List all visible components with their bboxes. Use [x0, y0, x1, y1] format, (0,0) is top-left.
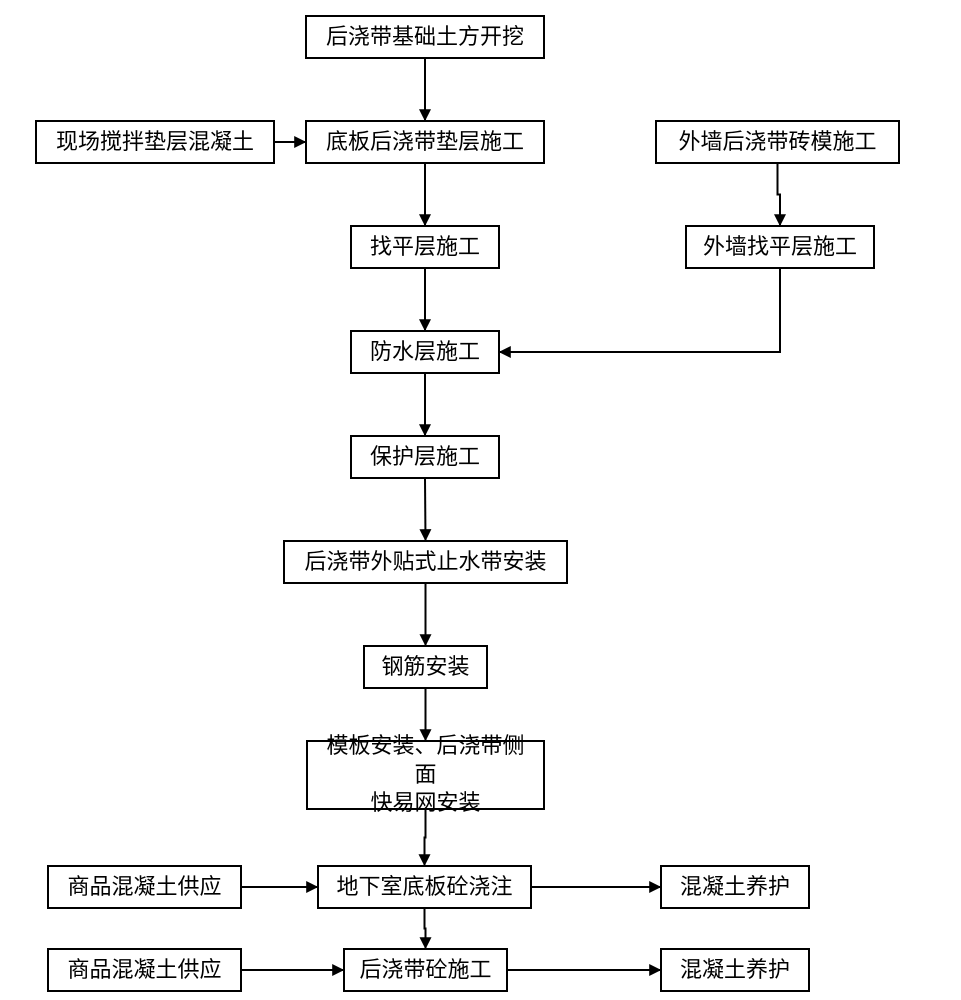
flow-node-n10: 钢筋安装 [363, 645, 488, 689]
flow-node-n13: 地下室底板砼浇注 [317, 865, 532, 909]
edge-n11-n13 [425, 810, 426, 865]
flow-node-n17: 混凝土养护 [660, 948, 810, 992]
flow-node-n5: 找平层施工 [350, 225, 500, 269]
edge-n13-n16 [425, 909, 426, 948]
flow-node-n12: 商品混凝土供应 [47, 865, 242, 909]
flow-node-n2: 现场搅拌垫层混凝土 [35, 120, 275, 164]
edge-n8-n9 [425, 479, 426, 540]
edge-n6-n7 [500, 269, 780, 352]
flow-node-n15: 商品混凝土供应 [47, 948, 242, 992]
flow-node-n16: 后浇带砼施工 [343, 948, 508, 992]
edge-n4-n6 [778, 164, 781, 225]
flow-node-n7: 防水层施工 [350, 330, 500, 374]
flow-node-n14: 混凝土养护 [660, 865, 810, 909]
flow-node-n1: 后浇带基础土方开挖 [305, 15, 545, 59]
flow-node-n3: 底板后浇带垫层施工 [305, 120, 545, 164]
flow-node-n11: 模板安装、后浇带侧面快易网安装 [306, 740, 545, 810]
flow-node-n8: 保护层施工 [350, 435, 500, 479]
flow-node-n6: 外墙找平层施工 [685, 225, 875, 269]
flow-node-n9: 后浇带外贴式止水带安装 [283, 540, 568, 584]
flow-node-n4: 外墙后浇带砖模施工 [655, 120, 900, 164]
